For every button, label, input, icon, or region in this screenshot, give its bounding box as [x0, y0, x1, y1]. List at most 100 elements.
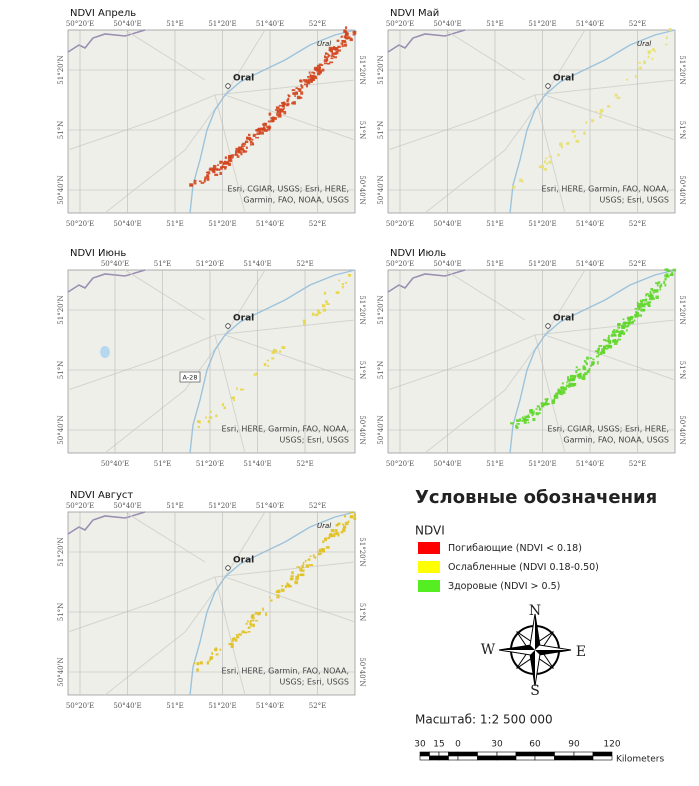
vegetation — [554, 395, 557, 397]
right-tick-label: 50°40'N — [358, 657, 366, 686]
vegetation — [323, 309, 326, 312]
scale-segment — [555, 756, 575, 760]
bottom-tick-label: 51°E — [166, 702, 184, 710]
vegetation — [626, 329, 628, 331]
scale-segment — [430, 752, 440, 756]
left-tick-label: 51°N — [57, 121, 65, 140]
vegetation — [583, 132, 586, 135]
city-label: Oral — [553, 74, 574, 84]
vegetation — [617, 339, 621, 341]
scale-segment — [535, 752, 555, 756]
vegetation — [217, 164, 219, 166]
vegetation — [635, 308, 638, 310]
vegetation — [213, 165, 216, 168]
scale-segment — [420, 756, 430, 760]
vegetation — [190, 184, 193, 186]
scale-tick-label: 30 — [414, 740, 426, 750]
vegetation — [308, 558, 311, 560]
right-tick-label: 51°N — [678, 121, 686, 140]
right-tick-label: 51°20'N — [678, 55, 686, 84]
vegetation — [345, 33, 349, 36]
vegetation — [255, 373, 257, 376]
left-tick-label: 51°20'N — [377, 55, 385, 84]
vegetation — [300, 91, 303, 94]
vegetation — [269, 113, 272, 116]
vegetation — [626, 79, 628, 81]
bottom-tick-label: 50°20'E — [386, 460, 414, 468]
vegetation — [294, 95, 296, 97]
left-tick-label: 51°N — [377, 361, 385, 380]
vegetation — [658, 281, 660, 283]
vegetation — [522, 416, 524, 418]
vegetation — [331, 50, 333, 52]
vegetation — [194, 180, 197, 183]
vegetation — [637, 302, 639, 305]
vegetation — [279, 351, 281, 353]
vegetation — [607, 337, 609, 340]
vegetation — [517, 423, 520, 425]
vegetation — [567, 376, 569, 379]
vegetation — [222, 403, 224, 406]
vegetation — [235, 639, 237, 642]
vegetation — [537, 405, 540, 407]
vegetation — [345, 37, 348, 40]
vegetation — [336, 524, 339, 527]
vegetation — [296, 566, 300, 568]
vegetation — [282, 105, 284, 107]
vegetation — [236, 634, 238, 636]
vegetation — [559, 142, 562, 145]
bottom-tick-label: 52°E — [309, 220, 327, 228]
vegetation — [587, 370, 590, 373]
vegetation — [322, 69, 325, 72]
vegetation — [325, 300, 328, 303]
vegetation — [549, 156, 552, 158]
left-tick-label: 50°40'N — [377, 415, 385, 444]
scale-tick-label: 0 — [455, 740, 461, 750]
attribution: Esri, HERE, Garmin, FAO, NOAA, — [222, 425, 349, 434]
legend-swatch — [418, 580, 440, 592]
right-tick-label: 51°20'N — [358, 55, 366, 84]
vegetation — [241, 630, 244, 633]
vegetation — [209, 660, 211, 662]
vegetation — [655, 296, 658, 299]
vegetation — [276, 106, 280, 109]
vegetation — [669, 28, 672, 31]
bottom-tick-label: 50°40'E — [433, 220, 461, 228]
map-title: NDVI Июнь — [70, 248, 126, 259]
vegetation — [353, 34, 356, 36]
vegetation — [232, 641, 234, 643]
vegetation — [236, 387, 238, 389]
vegetation — [539, 408, 542, 411]
scale-segment — [497, 756, 516, 760]
vegetation — [201, 182, 205, 184]
vegetation — [306, 564, 309, 567]
left-tick-label: 51°20'N — [57, 537, 65, 566]
vegetation — [237, 155, 240, 158]
left-tick-label: 51°20'N — [57, 295, 65, 324]
vegetation — [283, 108, 285, 110]
vegetation — [319, 71, 322, 74]
vegetation — [211, 652, 213, 655]
vegetation — [225, 156, 227, 158]
vegetation — [560, 387, 563, 389]
scale-segment — [555, 752, 575, 756]
vegetation — [219, 172, 222, 175]
vegetation — [350, 511, 354, 513]
vegetation — [249, 621, 251, 624]
left-tick-label: 51°20'N — [57, 55, 65, 84]
legend-subtitle: NDVI — [415, 524, 445, 538]
map-title: NDVI Июль — [390, 248, 446, 259]
vegetation — [294, 581, 298, 584]
scale-segment — [516, 752, 535, 756]
vegetation — [308, 79, 312, 82]
vegetation — [231, 397, 235, 400]
bottom-tick-label: 51°E — [486, 460, 504, 468]
vegetation — [667, 269, 669, 271]
vegetation — [632, 321, 634, 324]
vegetation — [574, 377, 576, 380]
top-tick-label: 51°40'E — [576, 20, 604, 28]
vegetation — [589, 357, 592, 359]
vegetation — [322, 540, 324, 543]
vegetation — [545, 157, 547, 159]
scale-segment — [458, 756, 478, 760]
